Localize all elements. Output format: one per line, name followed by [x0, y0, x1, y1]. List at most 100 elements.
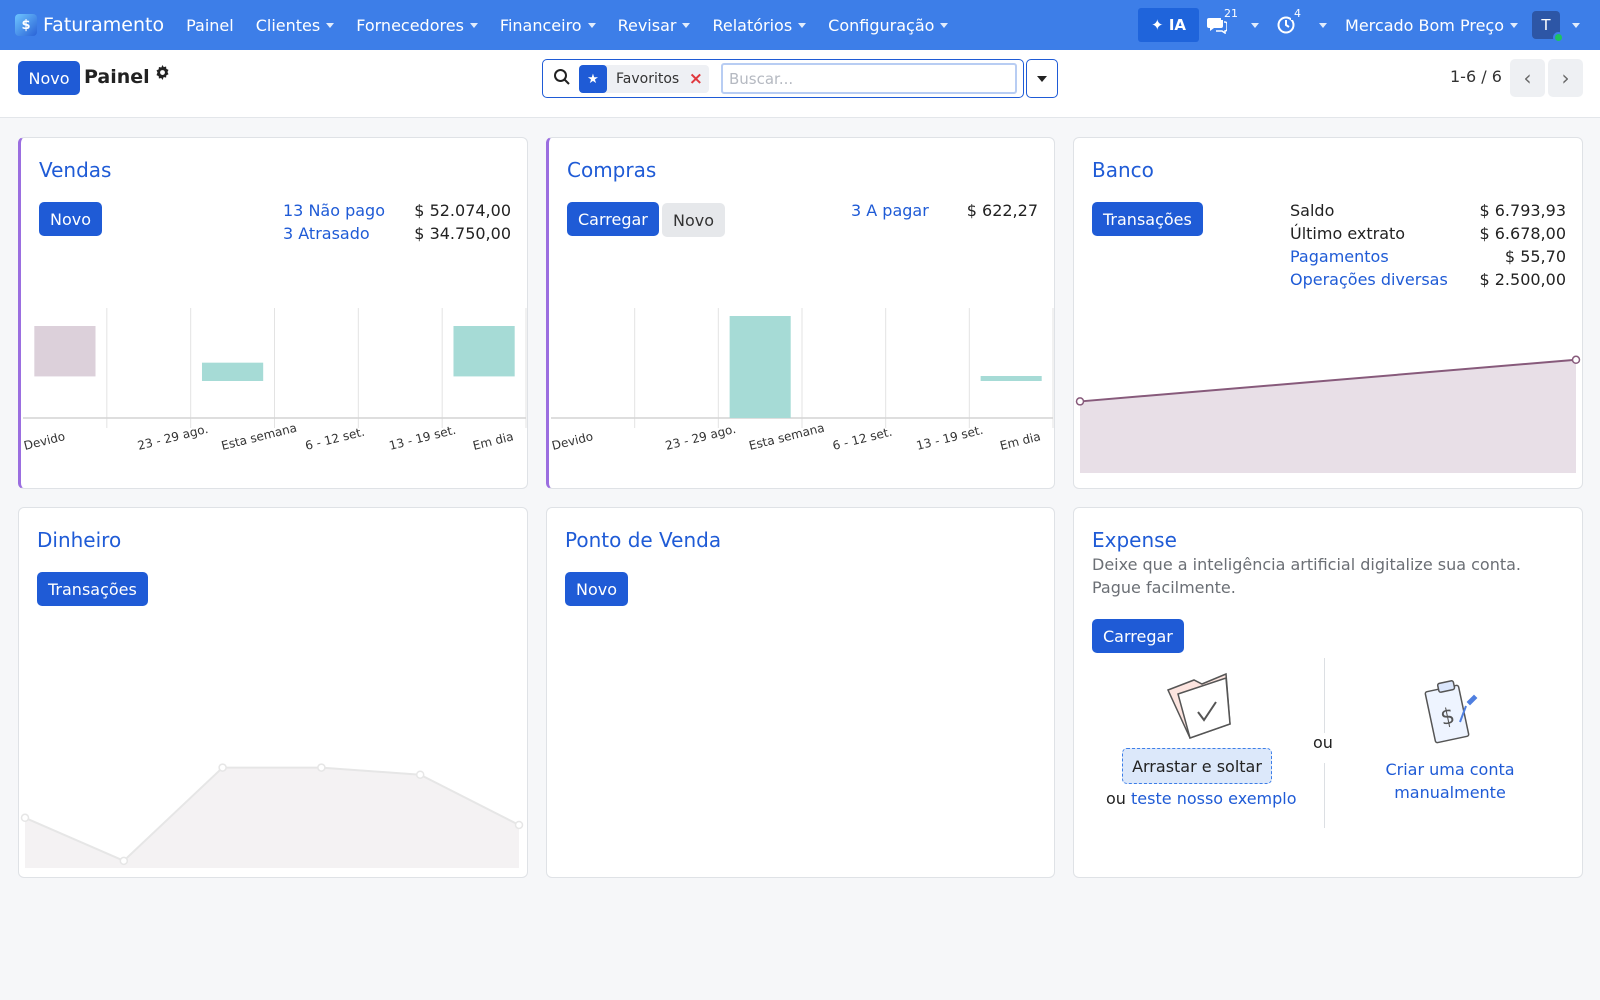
online-status-icon — [1553, 32, 1564, 43]
data-point — [1571, 355, 1581, 365]
divider-bottom — [1324, 763, 1325, 828]
menu-item-label: Clientes — [255, 15, 321, 35]
x-tick-label: Esta semana — [747, 421, 825, 453]
chevron-down-icon — [587, 22, 596, 28]
card-title-expense[interactable]: Expense — [1092, 528, 1177, 552]
drag-and-drop-zone[interactable]: Arrastar e soltar — [1122, 748, 1272, 784]
divider-top — [1324, 658, 1325, 733]
dinheiro-line-chart[interactable] — [19, 698, 527, 878]
card-expense: Expense Deixe que a inteligência artific… — [1073, 507, 1583, 878]
compras-topay-link[interactable]: 3 A pagar — [851, 201, 929, 220]
banco-stat-last-statement: Último extrato $ 6.678,00 — [1290, 224, 1566, 243]
menu-item-5[interactable]: Relatórios — [712, 15, 807, 35]
vendas-unpaid-link[interactable]: 13 Não pago — [283, 201, 385, 220]
chevron-down-icon — [1319, 22, 1328, 28]
banco-transactions-button[interactable]: Transações — [1092, 202, 1203, 236]
gear-icon[interactable] — [155, 65, 170, 85]
bar — [201, 362, 264, 381]
menu-item-label: Configuração — [828, 15, 935, 35]
x-tick-label: Em dia — [998, 429, 1042, 453]
new-button[interactable]: Novo — [18, 61, 80, 95]
card-title-pos[interactable]: Ponto de Venda — [565, 528, 722, 552]
navbar-systray: ✦ IA 21 4 Mercado Bom Preço T — [1138, 0, 1600, 50]
compras-new-button[interactable]: Novo — [662, 203, 726, 237]
series-line — [24, 766, 520, 863]
search-facet-favorites: ★ Favoritos × — [579, 65, 709, 93]
brand[interactable]: $ Faturamento — [15, 14, 164, 36]
avatar-initial: T — [1541, 16, 1551, 34]
banco-stat-misc: Operações diversas $ 2.500,00 — [1290, 270, 1566, 289]
pager-next-button[interactable]: › — [1548, 59, 1583, 97]
card-title-banco[interactable]: Banco — [1092, 158, 1154, 182]
x-tick-label: Esta semana — [220, 421, 298, 453]
bar — [34, 326, 96, 377]
bar — [453, 326, 515, 377]
create-manually-line2: manualmente — [1394, 783, 1506, 802]
expense-or-label: ou — [1313, 733, 1333, 752]
x-tick-label: 13 - 19 set. — [915, 423, 985, 453]
x-tick-label: 13 - 19 set. — [388, 423, 458, 453]
card-title-dinheiro[interactable]: Dinheiro — [37, 528, 122, 552]
search-icon[interactable] — [553, 68, 571, 86]
x-tick-label: Em dia — [471, 429, 515, 453]
menu-item-0[interactable]: Painel — [186, 16, 234, 35]
banco-line-chart[interactable] — [1074, 318, 1582, 488]
compras-bar-chart[interactable]: Devido 23 - 29 ago. Esta semana 6 - 12 set.… — [549, 308, 1055, 488]
vendas-new-button[interactable]: Novo — [39, 202, 103, 236]
menu-item-label: Relatórios — [712, 15, 793, 35]
area-fill — [1080, 359, 1576, 473]
menu-item-2[interactable]: Fornecedores — [356, 16, 478, 35]
bar — [980, 376, 1042, 381]
page-title: Painel — [84, 66, 150, 88]
user-menu[interactable]: T — [1532, 11, 1580, 43]
data-point — [415, 770, 425, 779]
company-switcher[interactable]: Mercado Bom Preço — [1345, 16, 1518, 35]
x-tick-label: 6 - 12 set. — [304, 425, 366, 453]
create-manually-link[interactable]: Criar uma conta manualmente — [1376, 758, 1524, 804]
card-title-compras[interactable]: Compras — [567, 158, 657, 182]
card-compras: Compras Carregar Novo 3 A pagar $ 622,27… — [546, 137, 1055, 489]
folder-upload-icon — [1166, 672, 1231, 739]
clock-icon — [1277, 16, 1295, 34]
try-sample-link[interactable]: teste nosso exemplo — [1131, 789, 1297, 808]
data-point — [1075, 397, 1085, 406]
chevron-right-icon: › — [1561, 66, 1570, 90]
card-banco: Banco Transações Saldo $ 6.793,93 Último… — [1073, 137, 1583, 489]
banco-misc-link[interactable]: Operações diversas — [1290, 270, 1448, 289]
menu-item-3[interactable]: Financeiro — [500, 16, 596, 35]
menu-item-1[interactable]: Clientes — [256, 16, 335, 35]
vendas-bar-chart[interactable]: Devido 23 - 29 ago. Esta semana 6 - 12 set.… — [21, 308, 528, 488]
search-options-toggle[interactable] — [1026, 59, 1058, 98]
chevron-down-icon — [940, 22, 949, 28]
x-tick-label: 23 - 29 ago. — [136, 422, 209, 453]
banco-last-statement-label: Último extrato — [1290, 224, 1406, 243]
search-input[interactable] — [721, 63, 1017, 94]
menu-item-label: Revisar — [617, 15, 677, 35]
close-icon[interactable]: × — [688, 69, 703, 89]
compras-upload-button[interactable]: Carregar — [567, 202, 659, 236]
menu-item-label: Financeiro — [499, 15, 582, 35]
messages-button[interactable]: 21 — [1207, 7, 1260, 34]
vendas-late-value: $ 34.750,00 — [414, 224, 511, 243]
series-line — [1079, 358, 1577, 403]
activities-button[interactable]: 4 — [1277, 7, 1328, 34]
pager-value: 1-6 / 6 — [1450, 67, 1502, 86]
expense-upload-button[interactable]: Carregar — [1092, 619, 1184, 653]
card-title-vendas[interactable]: Vendas — [39, 158, 112, 182]
company-name: Mercado Bom Preço — [1345, 15, 1504, 35]
banco-payments-link[interactable]: Pagamentos — [1290, 247, 1389, 266]
bar — [729, 316, 791, 418]
ai-button[interactable]: ✦ IA — [1138, 8, 1200, 42]
banco-balance-value: $ 6.793,93 — [1479, 201, 1566, 220]
dinheiro-transactions-button[interactable]: Transações — [37, 572, 148, 606]
pager-previous-button[interactable]: ‹ — [1510, 59, 1545, 97]
menu-item-6[interactable]: Configuração — [828, 15, 949, 35]
try-prefix: ou — [1106, 789, 1126, 808]
vendas-stat-unpaid: 13 Não pago $ 52.074,00 — [283, 201, 511, 220]
chevron-down-icon — [798, 22, 807, 28]
banco-last-statement-value: $ 6.678,00 — [1479, 224, 1566, 243]
vendas-late-link[interactable]: 3 Atrasado — [283, 224, 370, 243]
data-point — [119, 856, 129, 866]
pos-new-button[interactable]: Novo — [565, 572, 629, 606]
menu-item-4[interactable]: Revisar — [618, 16, 691, 35]
